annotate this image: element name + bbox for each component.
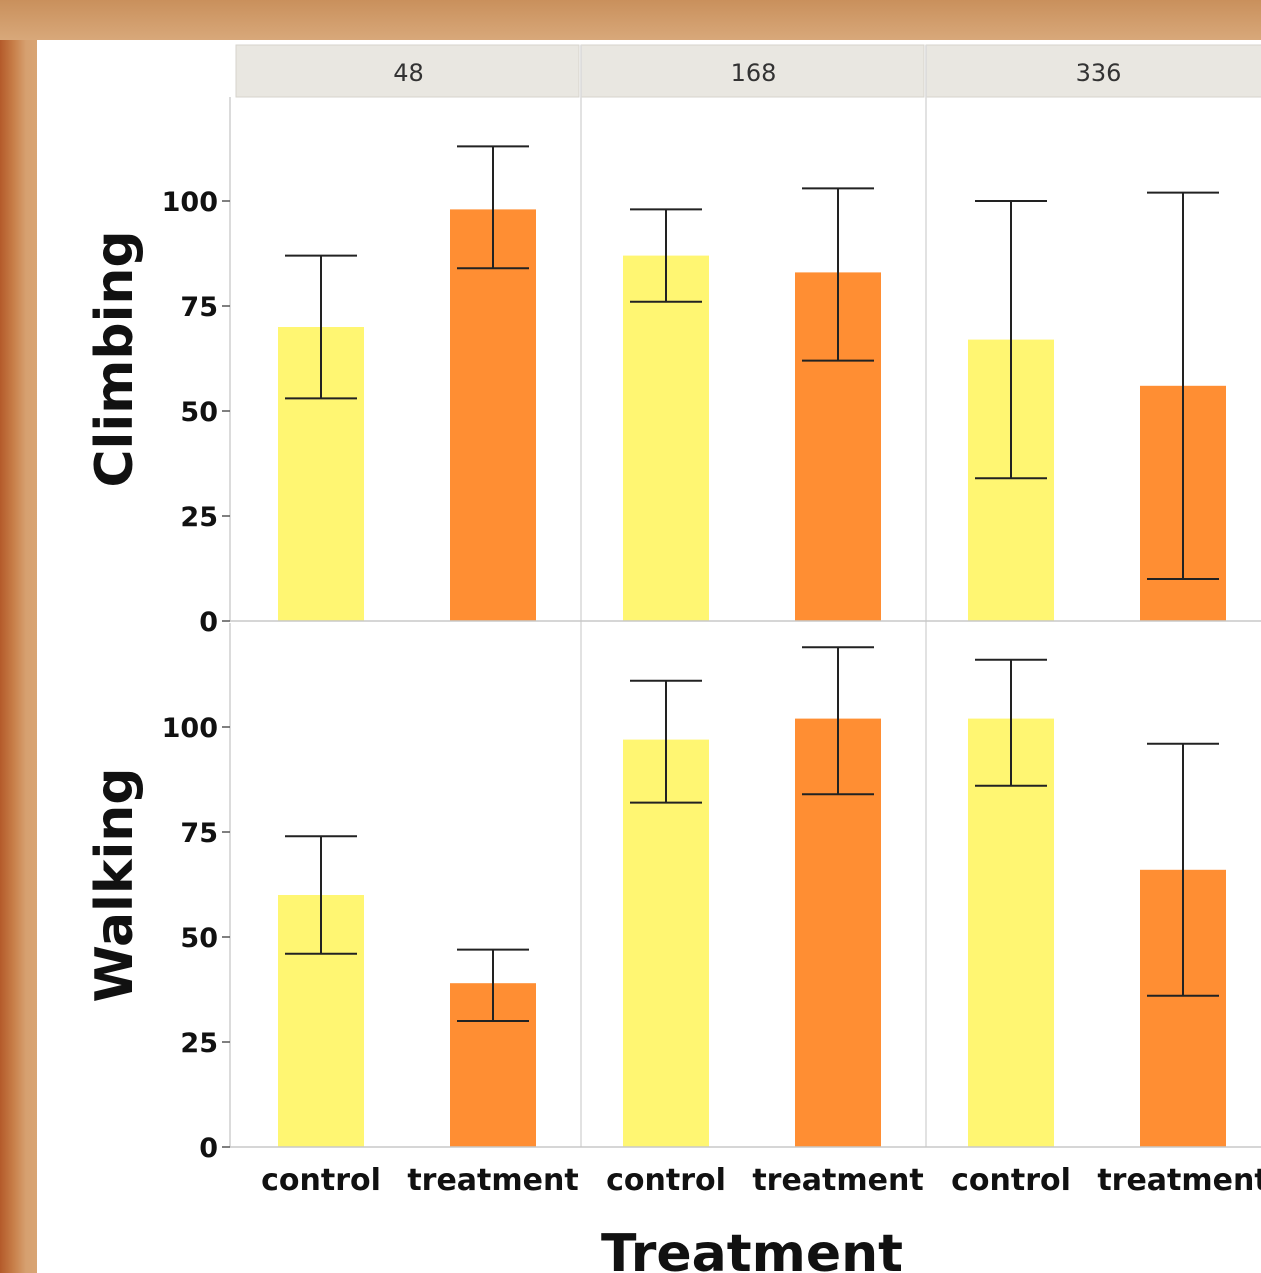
y-tick-label: 75	[180, 818, 218, 849]
x-category-label: control	[951, 1163, 1071, 1198]
facet-strip	[235, 44, 580, 98]
facet-strip	[925, 44, 1261, 98]
x-category-label: control	[606, 1163, 726, 1198]
y-tick-label: 100	[162, 187, 218, 218]
row-label: Climbing	[85, 230, 145, 487]
facet-strips: 48 168 336	[235, 44, 1261, 98]
y-tick-label: 0	[199, 607, 218, 638]
background-band	[0, 0, 1261, 40]
y-tick-label: 100	[162, 713, 218, 744]
x-category-label: treatment	[752, 1163, 923, 1198]
bars	[278, 209, 1226, 1147]
y-tick-label: 75	[180, 292, 218, 323]
y-tick-label: 50	[180, 397, 218, 428]
bar-control	[968, 718, 1054, 1147]
y-tick-label: 25	[180, 1028, 218, 1059]
y-tick-label: 25	[180, 502, 218, 533]
x-category-label: control	[261, 1163, 381, 1198]
row-label: Walking	[85, 767, 145, 1002]
x-axis-title: Treatment	[601, 1224, 903, 1273]
facet-strip-label: 168	[731, 59, 777, 87]
y-tick-label: 50	[180, 923, 218, 954]
bar-treatment	[450, 209, 536, 621]
y-tick-label: 0	[199, 1133, 218, 1164]
bar-control	[623, 739, 709, 1147]
x-category-label: treatment	[1097, 1163, 1261, 1198]
x-category-label: treatment	[407, 1163, 578, 1198]
facet-frames	[580, 45, 927, 1147]
labels: 0 25 50 75 100 Climbing 0 25 50 75 100 Walking contr…	[85, 187, 1261, 1273]
facet-strip-label: 48	[393, 59, 424, 87]
bar-control	[623, 255, 709, 621]
axes	[222, 97, 1261, 1148]
error-bars	[285, 145, 1219, 1022]
facet-strip-label: 336	[1076, 59, 1122, 87]
